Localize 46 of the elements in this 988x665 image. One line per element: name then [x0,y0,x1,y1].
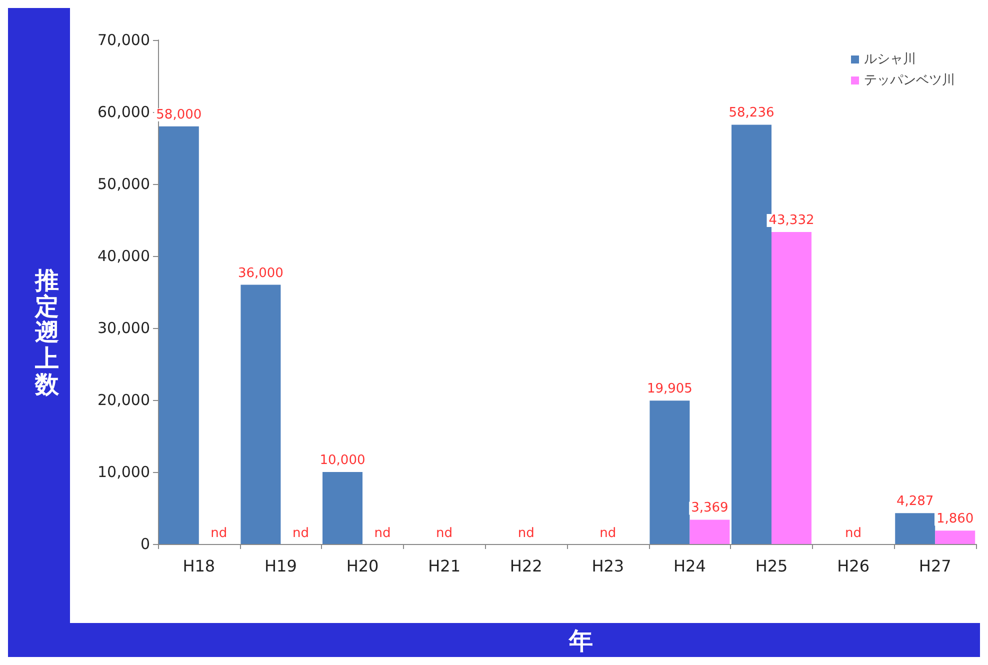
data-label: 58,000 [156,107,202,122]
text: nd [210,526,228,541]
data-label: 3,369 [691,500,728,516]
y-tick-label: 0 [140,535,150,553]
text: nd [845,526,862,541]
x-tick-label: H26 [837,556,870,576]
legend-label: ルシャ川 [864,52,916,67]
y-tick-label: 40,000 [98,247,150,265]
data-label: 4,287 [896,494,934,510]
bar [895,513,936,544]
x-tick-label: H19 [264,556,297,576]
bar [158,126,199,544]
bar [690,520,730,544]
bar [240,284,281,544]
y-tick-label: 60,000 [98,103,150,121]
x-tick-label: H23 [592,556,624,576]
y-tick-label: 10,000 [98,463,150,481]
bar [772,232,812,544]
data-label: 10,000 [320,453,366,468]
text: nd [518,526,534,541]
data-label: 1,860 [936,512,974,527]
x-tick-label: H21 [428,556,460,576]
y-tick-label: 30,000 [98,319,150,337]
y-tick-label: 20,000 [98,391,150,409]
data-label: 58,236 [728,106,774,121]
x-tick-label: H22 [510,556,542,576]
data-label: 36,000 [238,266,284,281]
y-tick-label: 70,000 [98,31,150,49]
text: nd [374,526,391,541]
x-tick-label: H27 [918,556,952,576]
data-label: 43,332 [768,213,814,228]
legend-label: テッパンベツ川 [864,73,955,88]
text: nd [436,526,453,541]
x-tick-label: H25 [755,556,788,576]
bar [322,472,362,544]
y-tick-label: 50,000 [98,175,150,193]
y-axis-title: 推定遡上数 [34,266,60,398]
text: nd [292,526,309,541]
bar [935,530,976,544]
x-tick-label: H20 [346,556,379,576]
x-tick-label: H24 [674,556,706,576]
x-axis-title: 年 [568,627,593,655]
data-label: 19,905 [646,382,692,397]
x-tick-label: H18 [182,556,216,576]
bar [650,400,690,544]
text: nd [600,526,616,541]
